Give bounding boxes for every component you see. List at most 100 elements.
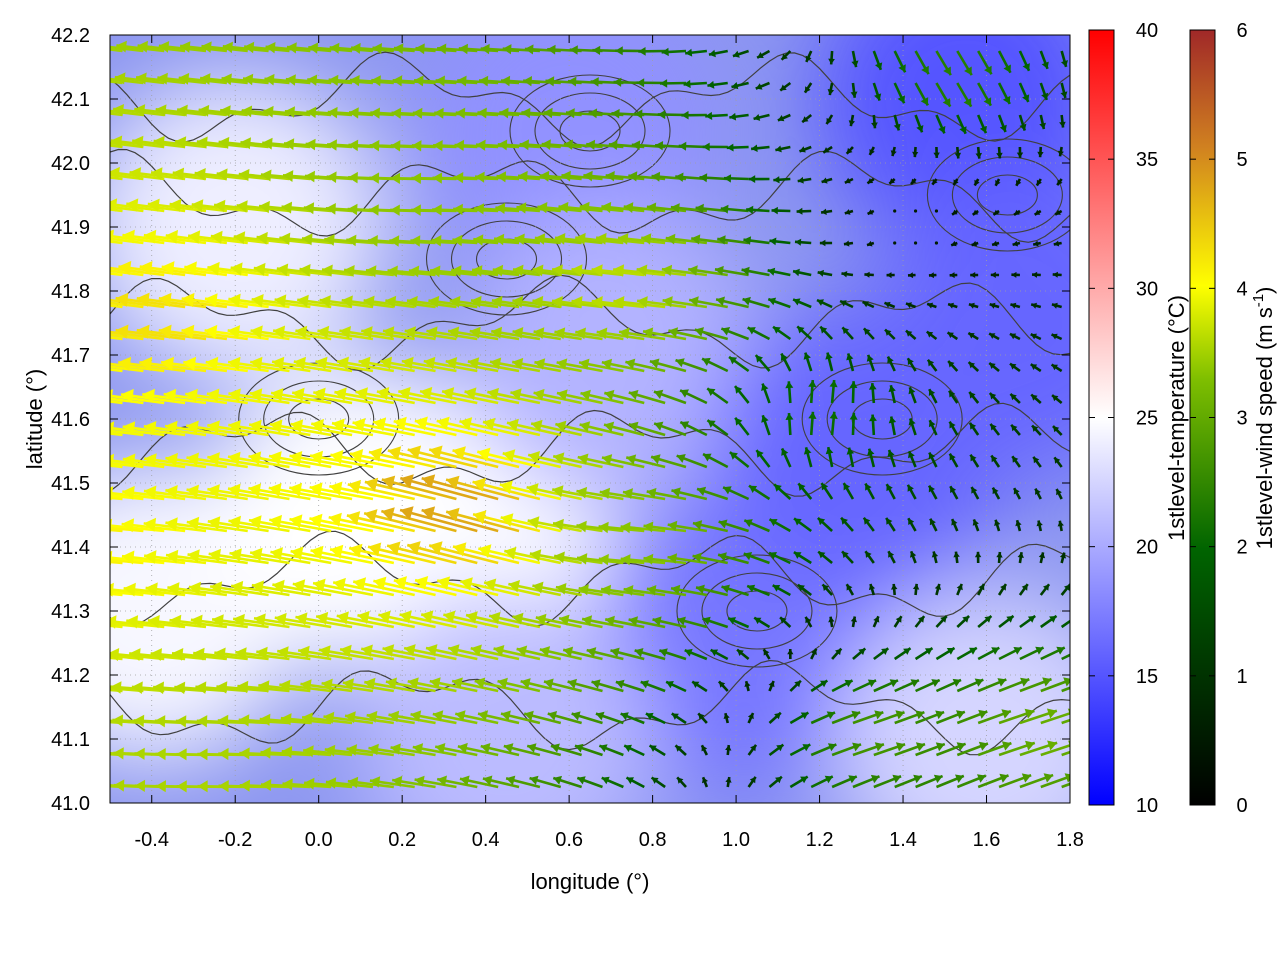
wind-vector-221: [893, 647, 912, 661]
wind-vector-618: [489, 357, 541, 373]
wind-vector-429: [364, 477, 436, 501]
terrain-contour-2: [110, 402, 1070, 497]
x-tick-label-4: 0.4: [472, 829, 500, 851]
wind-vector-256: [628, 616, 666, 629]
wind-vector-573: [510, 388, 562, 405]
wind-vector-639: [967, 361, 980, 372]
wind-vector-64: [457, 742, 499, 757]
terrain-contour-ring-5-1: [951, 156, 1063, 234]
wind-vector-666: [533, 327, 582, 341]
wind-vector-10: [282, 778, 332, 791]
x-tick-label-10: 1.6: [973, 829, 1001, 851]
wind-vector-88: [998, 740, 1036, 757]
wind-vector-336: [348, 543, 415, 565]
wind-vector-868: [951, 209, 959, 216]
wind-vector-661: [426, 326, 478, 341]
wind-vector-367: [1059, 552, 1067, 564]
temperature-colorbar-tick-label-6: 40: [1136, 20, 1158, 42]
wind-vector-771: [841, 271, 854, 278]
wind-vector-704: [363, 295, 415, 309]
plot-area: [110, 35, 1070, 803]
wind-vector-155: [429, 677, 478, 693]
wind-vector-1087: [708, 49, 728, 58]
wind-vector-799: [431, 235, 478, 247]
wind-vector-729: [926, 302, 937, 309]
wind-vector-780: [1031, 271, 1041, 278]
wind-vector-482: [527, 451, 582, 469]
wind-vector-860: [771, 206, 791, 215]
wind-vector-952: [775, 145, 791, 153]
wind-vector-400: [768, 518, 791, 533]
wind-vector-898: [583, 170, 624, 182]
wind-vector-489: [702, 452, 729, 469]
wind-vector-690: [110, 304, 123, 309]
wind-vector-347: [598, 553, 645, 566]
wind-vector-89: [1019, 740, 1058, 757]
wind-vector-1090: [780, 50, 792, 61]
wind-vector-492: [780, 447, 792, 468]
wind-vector-1060: [116, 40, 165, 53]
wind-vector-40: [956, 774, 987, 789]
wind-vector-255: [604, 615, 645, 629]
wind-vector-1006: [956, 114, 967, 135]
wind-vector-352: [717, 552, 749, 565]
wind-vector-27: [676, 776, 687, 788]
wind-vector-828: [110, 208, 123, 213]
wind-vector-1024: [328, 74, 374, 86]
wind-vector-335: [329, 544, 395, 565]
wind-vector-762: [613, 264, 666, 277]
wind-vector-405: [885, 517, 896, 532]
wind-vector-1045: [803, 82, 813, 94]
wind-vector-474: [349, 449, 415, 469]
grid-lines: [110, 35, 1070, 803]
y-tick-label-6: 41.6: [51, 409, 90, 431]
wind-vector-483: [552, 452, 603, 469]
wind-vector-229: [1061, 653, 1070, 661]
wind-vector-767: [741, 266, 770, 277]
terrain-contour-ring-0-2: [425, 202, 588, 316]
wind-vector-641: [1009, 362, 1021, 373]
wind-vector-357: [841, 550, 854, 564]
wind-vector-169: [768, 680, 775, 692]
wind-vector-1039: [659, 79, 687, 88]
wind-vector-739: [118, 260, 186, 277]
wind-vector-309: [797, 583, 813, 597]
y-tick-label-11: 42.1: [51, 89, 90, 111]
wind-vector-820: [913, 241, 918, 245]
wind-vector-102: [280, 713, 332, 726]
wind-vector-132: [956, 709, 988, 725]
wind-vector-257: [652, 616, 687, 629]
wind-vector-490: [729, 451, 750, 469]
wind-vector-916: [994, 178, 1001, 187]
wind-vector-1073: [393, 43, 436, 55]
wind-vector-1062: [158, 41, 207, 53]
wind-vector-766: [714, 265, 749, 277]
wind-vector-551: [1052, 425, 1063, 436]
wind-vector-728: [905, 302, 917, 309]
wind-vector-858: [720, 204, 749, 214]
wind-vector-359: [887, 550, 896, 564]
wind-vector-619: [511, 357, 562, 373]
wind-vector-733: [1010, 302, 1021, 309]
wind-vector-134: [998, 708, 1035, 725]
wind-vector-151: [342, 678, 395, 693]
wind-vector-392: [576, 520, 624, 533]
wind-vector-26: [650, 776, 666, 789]
wind-vector-770: [817, 269, 833, 277]
wind-vector-302: [623, 585, 666, 597]
wind-vector-113: [523, 710, 562, 725]
wind-vector-755: [471, 265, 520, 277]
wind-vector-87: [977, 741, 1012, 757]
wind-vector-118: [645, 712, 666, 725]
wind-vector-391: [552, 518, 603, 533]
wind-vector-251: [512, 612, 562, 629]
wind-vector-693: [115, 292, 186, 309]
wind-vector-707: [428, 295, 478, 309]
wind-vector-62: [412, 743, 457, 757]
wind-vector-209: [610, 647, 645, 661]
wind-vector-538: [785, 413, 794, 436]
wind-vector-107: [388, 710, 436, 725]
wind-vector-20: [505, 775, 541, 789]
wind-vector-586: [829, 379, 838, 404]
